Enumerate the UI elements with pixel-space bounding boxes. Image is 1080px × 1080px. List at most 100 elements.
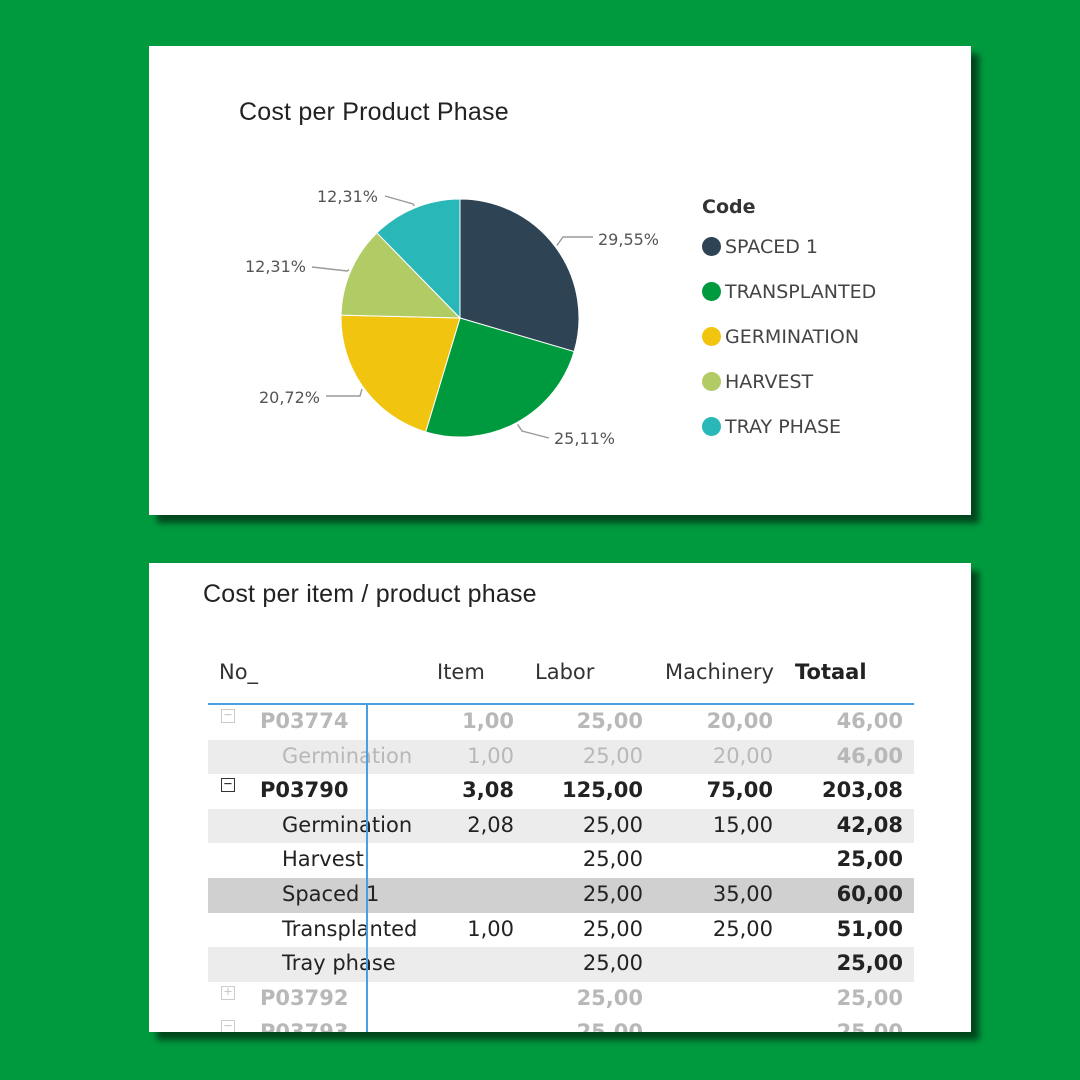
cell-total: 25,00 [836,847,903,872]
cell-total: 60,00 [836,881,903,906]
row-phase-label: Germination [282,743,413,768]
row-phase-label: Spaced 1 [282,881,380,906]
row-phase-label: Transplanted [282,916,418,941]
matrix-parent-row[interactable]: − P03793 25,00 25,00 [208,1016,914,1032]
cell-machinery: 75,00 [706,778,773,803]
legend-label: HARVEST [725,370,814,393]
matrix-child-row[interactable]: Tray phase 25,00 25,00 [208,947,914,982]
matrix-header: No_ Item Labor Machinery Totaal [208,648,914,705]
pie-leader-line [556,236,593,246]
collapse-icon[interactable]: − [221,708,235,723]
legend-title: Code [702,196,756,218]
matrix-parent-row[interactable]: − P03790 3,08 125,00 75,00 203,08 [208,774,914,809]
cell-total: 25,00 [836,985,903,1010]
matrix-parent-row[interactable]: − P03774 1,00 25,00 20,00 46,00 [208,705,914,740]
cell-machinery: 25,00 [712,916,773,941]
legend-label: SPACED 1 [725,235,818,258]
legend-label: GERMINATION [725,325,860,348]
expand-icon[interactable]: + [221,985,235,1000]
row-code: P03792 [260,985,349,1010]
col-header-no[interactable]: No_ [219,660,259,684]
cell-item: 2,08 [467,812,514,837]
matrix-child-row[interactable]: Transplanted 1,00 25,00 25,00 51,00 [208,913,914,948]
row-header-divider [366,703,368,1032]
col-header-machinery[interactable]: Machinery [665,660,774,684]
cell-total: 51,00 [836,916,903,941]
cell-machinery: 20,00 [712,743,773,768]
pie-data-label: 25,11% [554,429,615,448]
matrix-body: − P03774 1,00 25,00 20,00 46,00 Germination 1,0… [208,705,914,1032]
pie-data-label: 29,55% [598,230,659,249]
pie-data-label: 20,72% [259,388,320,407]
cell-labor: 25,00 [582,881,643,906]
col-header-total[interactable]: Totaal [795,660,867,684]
cell-labor: 25,00 [582,951,643,976]
pie-slice-tray-phase[interactable] [376,198,461,320]
legend-item[interactable]: HARVEST [702,359,876,404]
matrix-card: Cost per item / product phase No_ Item L… [149,563,971,1032]
legend: Code SPACED 1 TRANSPLANTED GERMINATION HARV… [702,196,876,449]
cell-labor: 25,00 [576,985,643,1010]
matrix-parent-row[interactable]: + P03792 25,00 25,00 [208,982,914,1017]
cell-item: 3,08 [462,778,514,803]
cell-total: 203,08 [821,778,903,803]
matrix-table: No_ Item Labor Machinery Totaal − P03774 1… [208,648,914,1032]
row-code: P03793 [260,1020,348,1032]
legend-item[interactable]: TRANSPLANTED [702,269,876,314]
legend-item[interactable]: GERMINATION [702,314,876,359]
cell-item: 1,00 [467,916,514,941]
cell-labor: 25,00 [576,709,643,733]
legend-marker [702,417,721,436]
cell-total: 42,08 [836,812,903,837]
row-phase-label: Harvest [282,847,364,872]
cell-item: 1,00 [462,709,514,733]
pie-data-label: 12,31% [245,257,306,276]
cell-labor: 25,00 [582,743,643,768]
col-header-item[interactable]: Item [437,660,485,684]
pie-leader-line [326,388,363,397]
collapse-icon[interactable]: − [221,777,235,793]
matrix-child-row[interactable]: Spaced 1 25,00 35,00 60,00 [208,877,914,913]
pie-leader-line [311,266,350,272]
legend-label: TRANSPLANTED [725,280,877,303]
legend-marker [702,282,721,301]
col-header-labor[interactable]: Labor [535,660,595,684]
pie-slice-transplanted[interactable] [425,317,575,438]
cell-machinery: 15,00 [712,812,773,837]
matrix-child-row[interactable]: Germination 2,08 25,00 15,00 42,08 [208,808,914,844]
collapse-icon[interactable]: − [221,1019,235,1032]
cell-total: 46,00 [836,743,903,768]
pie-slice-spaced-1[interactable] [459,198,580,353]
legend-item[interactable]: TRAY PHASE [702,404,876,449]
pie-leader-line [517,424,550,439]
legend-label: TRAY PHASE [725,415,842,438]
cell-labor: 25,00 [582,916,643,941]
legend-marker [702,372,721,391]
cell-machinery: 35,00 [712,881,773,906]
pie-slice-harvest[interactable] [340,232,462,319]
cell-total: 25,00 [836,951,903,976]
pie-slice-germination[interactable] [340,314,461,433]
matrix-child-row[interactable]: Germination 1,00 25,00 20,00 46,00 [208,739,914,775]
legend-marker [702,327,721,346]
cell-labor: 25,00 [577,1020,643,1032]
row-phase-label: Germination [282,812,413,837]
pie-data-label: 12,31% [317,187,378,206]
row-code: P03790 [260,778,349,803]
cell-total: 25,00 [837,1020,903,1032]
row-phase-label: Tray phase [282,951,396,976]
matrix-title: Cost per item / product phase [203,580,537,608]
legend-item[interactable]: SPACED 1 [702,224,876,269]
pie-chart: 29,55% 25,11% 20,72% 12,31% 12,31% [245,187,659,448]
cell-machinery: 20,00 [706,709,773,733]
cell-labor: 25,00 [582,847,643,872]
cell-item: 1,00 [467,743,514,768]
legend-marker [702,237,721,256]
row-code: P03774 [260,709,349,733]
matrix-child-row[interactable]: Harvest 25,00 25,00 [208,843,914,878]
cell-total: 46,00 [836,709,903,733]
pie-leader-line [384,195,415,207]
cell-labor: 25,00 [582,812,643,837]
pie-chart-card: Cost per Product Phase 29,55% 25,11% 20,72… [149,46,971,515]
cell-labor: 125,00 [561,778,643,803]
